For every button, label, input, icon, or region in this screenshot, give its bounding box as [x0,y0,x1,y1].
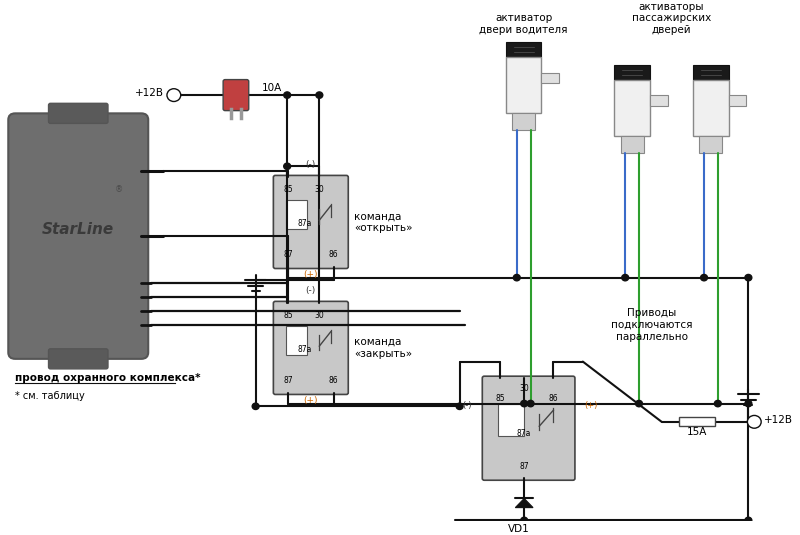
Bar [614,80,650,136]
Polygon shape [515,499,533,508]
Bar [693,65,729,80]
Text: 30: 30 [314,311,324,320]
Circle shape [284,92,290,98]
Text: 85: 85 [283,185,293,194]
Bar [614,65,650,80]
Text: (-): (-) [306,160,316,169]
Text: (-): (-) [462,401,471,410]
Text: (+): (+) [303,270,318,279]
Circle shape [167,89,181,102]
Circle shape [745,274,752,281]
Text: (+): (+) [584,401,598,410]
Bar [542,73,559,83]
Bar [729,95,746,105]
FancyBboxPatch shape [482,376,575,480]
Bar [286,201,307,229]
Text: 86: 86 [549,394,558,403]
Text: (-): (-) [306,286,316,295]
FancyBboxPatch shape [274,175,348,269]
Bar [506,57,542,113]
Bar [512,113,535,130]
FancyBboxPatch shape [274,301,348,394]
Text: 86: 86 [329,250,338,258]
Text: 87: 87 [283,250,293,258]
Circle shape [284,163,290,170]
Bar [498,404,524,436]
Text: 30: 30 [314,185,324,194]
Bar [693,80,729,136]
Text: 87: 87 [283,376,293,385]
Circle shape [745,517,752,524]
Bar [621,136,644,152]
FancyBboxPatch shape [49,349,108,369]
Text: 30: 30 [519,384,529,393]
Text: ®: ® [114,185,122,194]
Circle shape [701,274,707,281]
Text: 86: 86 [329,376,338,385]
Text: активатор
двери водителя: активатор двери водителя [479,13,568,35]
Bar [286,326,307,355]
Text: 15А: 15А [687,426,707,437]
Text: активаторы
пассажирских
дверей: активаторы пассажирских дверей [632,2,711,35]
Circle shape [521,517,528,524]
Text: StarLine: StarLine [42,221,114,236]
Text: (+): (+) [303,396,318,404]
Text: Приводы
подключаются
параллельно: Приводы подключаются параллельно [611,309,693,342]
Text: +12В: +12В [764,415,793,425]
Circle shape [316,92,322,98]
FancyBboxPatch shape [8,113,148,359]
Circle shape [521,400,528,407]
Text: VD1: VD1 [508,524,530,534]
Circle shape [714,400,722,407]
Circle shape [527,400,534,407]
Circle shape [747,416,761,428]
FancyBboxPatch shape [223,80,249,111]
Text: 10А: 10А [262,83,282,93]
Circle shape [622,274,629,281]
Text: * см. таблицу: * см. таблицу [15,391,85,401]
FancyBboxPatch shape [49,103,108,124]
Bar [650,95,667,105]
Circle shape [745,400,752,407]
Text: 87a: 87a [298,345,312,354]
Text: 87: 87 [519,462,529,471]
Text: команда
«закрыть»: команда «закрыть» [354,337,412,358]
Text: провод охранного комплекса*: провод охранного комплекса* [15,373,201,383]
Circle shape [635,400,642,407]
Text: 87a: 87a [517,429,531,438]
Circle shape [252,403,259,409]
Bar [679,417,715,426]
Bar [506,42,542,57]
Text: +12В: +12В [135,88,164,98]
Text: 85: 85 [495,394,505,403]
Circle shape [514,274,520,281]
Circle shape [456,403,463,409]
Bar [699,136,722,152]
Text: 87a: 87a [298,219,312,228]
Text: команда
«открыть»: команда «открыть» [354,211,413,233]
Text: 85: 85 [283,311,293,320]
